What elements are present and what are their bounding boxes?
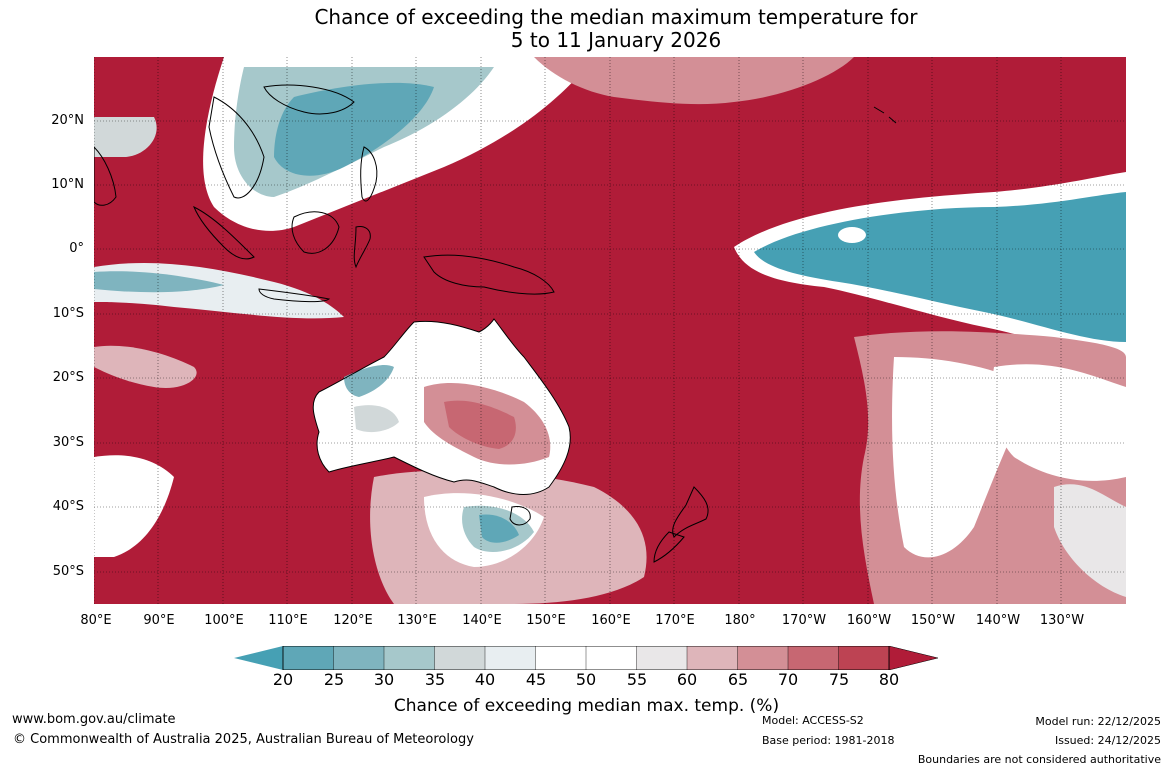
- bom-website-link[interactable]: www.bom.gov.au/climate: [12, 712, 176, 727]
- china-coast: [263, 84, 355, 115]
- model-name: Model: ACCESS-S2: [762, 714, 864, 727]
- colorbar-bin: [484, 645, 536, 671]
- longitude-label-120e: 120°E: [333, 613, 373, 628]
- graticule: [94, 57, 1126, 604]
- longitude-label-170w: 170°W: [781, 613, 827, 628]
- map-title-line-1: Chance of exceeding the median maximum t…: [314, 5, 918, 29]
- colorbar-tick-55: 55: [626, 670, 648, 689]
- colorbar-tick-75: 75: [828, 670, 850, 689]
- colorbar-tick-35: 35: [424, 670, 446, 689]
- colorbar-tick-80: 80: [878, 670, 900, 689]
- latitude-label-0: 0°: [69, 241, 84, 256]
- colorbar-bins: [282, 645, 890, 671]
- colorbar-tick-25: 25: [323, 670, 345, 689]
- colorbar-high-arrow: [888, 645, 939, 671]
- colorbar-bin: [383, 645, 435, 671]
- colorbar-tick-70: 70: [777, 670, 799, 689]
- latitude-label-10n: 10°N: [51, 177, 84, 192]
- new-zealand-south: [653, 531, 685, 563]
- indochina-coast: [208, 96, 265, 199]
- india-coast: [94, 146, 117, 206]
- longitude-label-160e: 160°E: [591, 613, 631, 628]
- colorbar: [234, 645, 939, 671]
- colorbar-low-arrow: [234, 646, 283, 670]
- colorbar-bin: [333, 645, 385, 671]
- colorbar-bin: [434, 645, 486, 671]
- southern-ocean-region: [94, 345, 647, 604]
- longitude-label-130e: 130°E: [397, 613, 437, 628]
- hawaii-islands: [873, 106, 897, 124]
- new-zealand-north: [672, 486, 709, 538]
- equatorial-pacific-region: [734, 172, 1126, 357]
- north-belt-region: [94, 57, 854, 231]
- philippines-coast: [360, 146, 378, 202]
- colorbar-bin: [787, 645, 839, 671]
- colorbar-tick-65: 65: [727, 670, 749, 689]
- map-title-line-2: 5 to 11 January 2026: [510, 28, 722, 52]
- colorbar-label: Chance of exceeding median max. temp. (%…: [393, 696, 780, 716]
- longitude-label-110e: 110°E: [268, 613, 308, 628]
- latitude-label-20s: 20°S: [52, 370, 84, 385]
- longitude-label-170e: 170°E: [655, 613, 695, 628]
- coastlines: [94, 84, 897, 563]
- colorbar-tick-30: 30: [373, 670, 395, 689]
- colorbar-tick-50: 50: [575, 670, 597, 689]
- forecast-map: [94, 57, 1126, 604]
- latitude-label-30s: 30°S: [52, 435, 84, 450]
- longitude-label-150w: 150°W: [910, 613, 956, 628]
- australia-coast: [312, 318, 571, 495]
- colorbar-bin: [686, 645, 738, 671]
- longitude-label-150e: 150°E: [526, 613, 566, 628]
- colorbar-bin: [737, 645, 789, 671]
- colorbar-tick-60: 60: [676, 670, 698, 689]
- colorbar-bin: [838, 645, 890, 671]
- longitude-label-130w: 130°W: [1039, 613, 1085, 628]
- longitude-label-180: 180°: [724, 613, 756, 628]
- longitude-label-140e: 140°E: [462, 613, 502, 628]
- colorbar-bin: [585, 645, 637, 671]
- latitude-label-40s: 40°S: [52, 499, 84, 514]
- sulawesi-coast: [353, 226, 371, 269]
- longitude-label-160w: 160°W: [846, 613, 892, 628]
- colorbar-tick-40: 40: [474, 670, 496, 689]
- sumatra-coast: [193, 205, 255, 260]
- boundaries-disclaimer: Boundaries are not considered authoritat…: [917, 753, 1161, 766]
- longitude-label-80e: 80°E: [80, 613, 112, 628]
- southeast-pacific-region: [854, 331, 1126, 604]
- copyright-text: © Commonwealth of Australia 2025, Austra…: [13, 732, 474, 747]
- latitude-label-50s: 50°S: [52, 564, 84, 579]
- colorbar-bin: [636, 645, 688, 671]
- latitude-label-10s: 10°S: [52, 306, 84, 321]
- latitude-label-20n: 20°N: [51, 113, 84, 128]
- issued-date: Issued: 24/12/2025: [1054, 734, 1161, 747]
- base-period: Base period: 1981-2018: [762, 734, 895, 747]
- colorbar-tick-20: 20: [272, 670, 294, 689]
- colorbar-bin: [282, 645, 334, 671]
- model-run-date: Model run: 22/12/2025: [1035, 715, 1161, 728]
- colorbar-tick-45: 45: [525, 670, 547, 689]
- longitude-label-140w: 140°W: [975, 613, 1021, 628]
- longitude-label-90e: 90°E: [143, 613, 175, 628]
- java-coast: [258, 288, 331, 303]
- australia-forecast: [313, 319, 571, 495]
- colorbar-bin: [535, 645, 587, 671]
- longitude-label-100e: 100°E: [204, 613, 244, 628]
